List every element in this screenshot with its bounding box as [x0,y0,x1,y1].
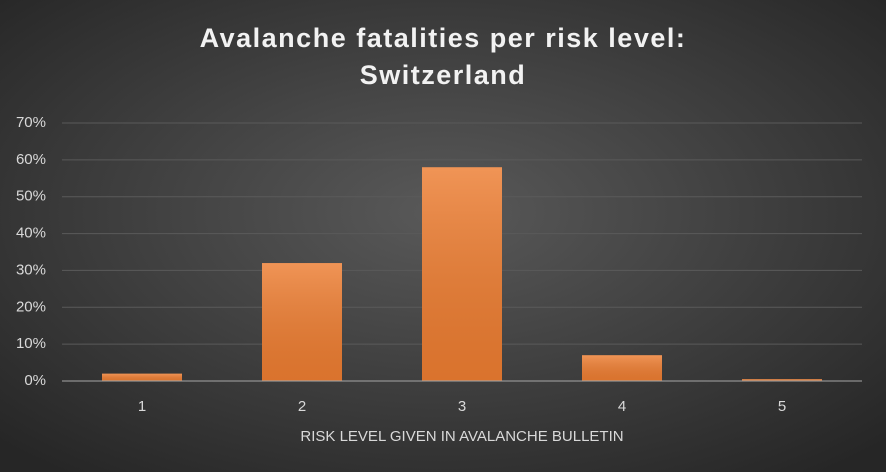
bar-shading [102,373,182,381]
y-tick-label: 10% [16,335,46,352]
chart-title: Avalanche fatalities per risk level: [200,23,687,53]
x-axis-label: RISK LEVEL GIVEN IN AVALANCHE BULLETIN [300,428,623,445]
y-tick-label: 70% [16,114,46,131]
bar-shading [422,167,502,381]
y-tick-label: 50% [16,188,46,205]
x-tick-label: 1 [138,398,146,415]
y-tick-label: 60% [16,151,46,168]
bar-shading [582,355,662,381]
x-tick-label: 2 [298,398,306,415]
y-tick-label: 30% [16,261,46,278]
x-tick-label: 3 [458,398,466,415]
x-tick-label: 4 [618,398,626,415]
chart-title: Switzerland [360,60,527,90]
bar-shading [262,263,342,381]
y-tick-label: 0% [24,372,46,389]
x-tick-label: 5 [778,398,786,415]
y-tick-label: 40% [16,225,46,242]
y-tick-label: 20% [16,298,46,315]
bar-shading [742,379,822,381]
